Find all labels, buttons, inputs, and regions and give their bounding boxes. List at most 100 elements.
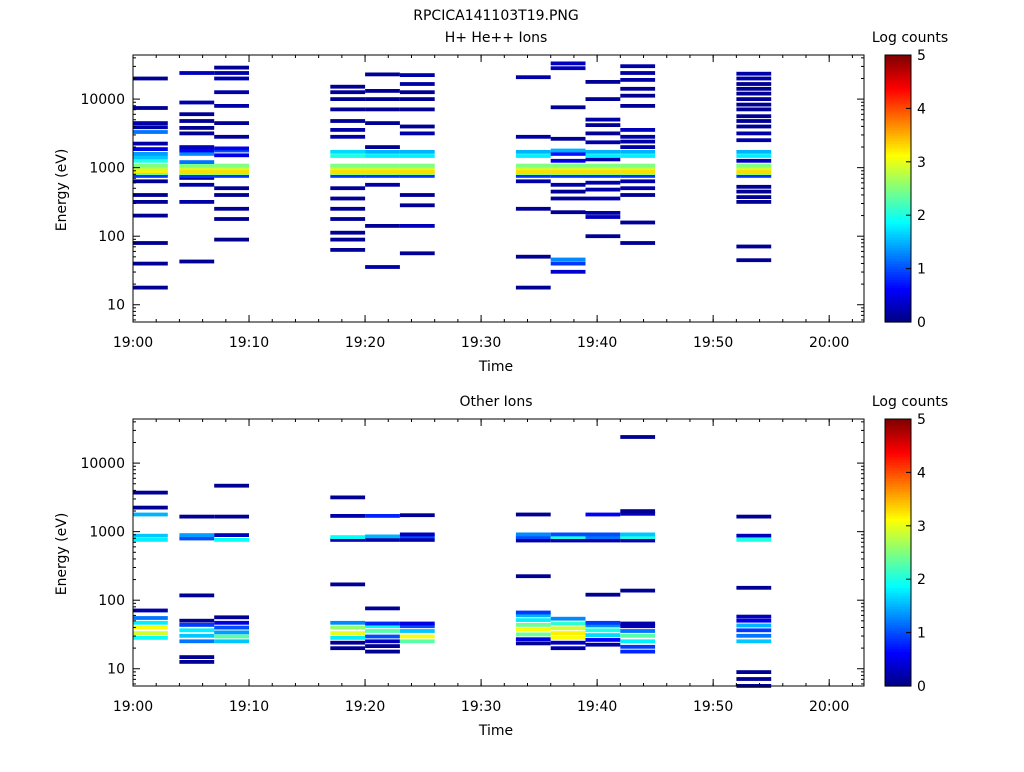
colorbar-segment — [885, 661, 911, 666]
colorbar-segment — [885, 605, 911, 610]
heatmap-cell — [585, 187, 621, 192]
heatmap-cell — [550, 261, 586, 266]
colorbar-segment — [885, 252, 911, 256]
heatmap-cell — [214, 90, 249, 95]
heatmap-cell — [179, 536, 215, 541]
heatmap-cell — [585, 538, 621, 543]
heatmap-cell — [330, 230, 366, 235]
heatmap-cell — [399, 107, 435, 112]
heatmap-cell — [620, 104, 656, 108]
figure-title: RPCICA141103T19.PNG — [413, 8, 578, 24]
heatmap-cell — [550, 163, 586, 168]
colorbar-segment — [885, 453, 911, 457]
colorbar-segment — [885, 89, 911, 93]
heatmap-cell — [399, 251, 435, 256]
heatmap-cell — [179, 593, 215, 598]
colorbar-segment — [885, 81, 911, 85]
heatmap-cell — [585, 180, 621, 185]
colorbar-tick-label: 0 — [917, 679, 926, 695]
colorbar-segment — [885, 257, 911, 262]
heatmap-cell — [330, 535, 366, 539]
heatmap-cell — [133, 147, 168, 151]
heatmap-cell — [330, 174, 366, 178]
heatmap-cell — [214, 163, 249, 168]
heatmap-cell — [179, 259, 215, 264]
heatmap-cell — [399, 639, 435, 644]
colorbar-segment — [885, 177, 911, 182]
colorbar-segment — [885, 560, 911, 564]
heatmap-cell — [330, 171, 366, 175]
heatmap-cell — [179, 171, 215, 175]
heatmap-cell — [133, 505, 168, 510]
colorbar-tick-label: 5 — [917, 48, 926, 64]
heatmap-cell — [620, 128, 656, 132]
heatmap-cell — [620, 649, 656, 654]
heatmap-cell — [133, 200, 168, 204]
heatmap-cell — [179, 618, 215, 623]
heatmap-cell — [330, 84, 366, 89]
colorbar-segment — [885, 84, 911, 88]
heatmap-cell — [179, 71, 215, 75]
colorbar-segment — [885, 204, 911, 208]
heatmap-cell — [585, 171, 621, 175]
heatmap-cell — [330, 169, 366, 173]
x-tick-label: 19:10 — [229, 699, 269, 715]
heatmap-cell — [736, 150, 772, 154]
heatmap-cell — [515, 174, 551, 178]
heatmap-cell — [133, 169, 168, 173]
heatmap-cell — [330, 582, 366, 587]
heatmap-cell — [179, 174, 215, 178]
heatmap-cell — [550, 626, 586, 631]
heatmap-cell — [585, 174, 621, 178]
colorbar-segment — [885, 156, 911, 160]
heatmap-cell — [620, 145, 656, 149]
colorbar-segment — [885, 151, 911, 155]
heatmap-cell — [585, 234, 621, 239]
heatmap-cell — [330, 196, 366, 201]
colorbar-segment — [885, 520, 911, 524]
colorbar-segment — [885, 220, 911, 224]
heatmap-cell — [330, 134, 366, 139]
heatmap-cell — [620, 163, 656, 168]
colorbar-segment — [885, 247, 911, 251]
heatmap-cell — [214, 153, 249, 158]
heatmap-cell — [214, 174, 249, 178]
colorbar-segment — [885, 616, 911, 620]
heatmap-cells — [133, 435, 772, 688]
colorbar: 0 1 2 3 4 5 — [884, 48, 926, 331]
colorbar-segment — [885, 552, 911, 556]
colorbar-segment — [885, 640, 911, 644]
colorbar-segment — [885, 169, 911, 174]
heatmap-cell — [214, 483, 249, 488]
heatmap-cell — [620, 241, 656, 245]
heatmap-cell — [179, 200, 215, 204]
heatmap-cell — [133, 155, 168, 160]
colorbar-segment — [885, 568, 911, 572]
heatmap-cell — [133, 158, 168, 163]
colorbar-segment — [885, 421, 911, 425]
colorbar-tick-label: 1 — [917, 262, 926, 278]
heatmap-cell — [365, 97, 400, 101]
heatmap-cell — [133, 166, 168, 171]
colorbar-segment — [885, 292, 911, 296]
heatmap-cell — [515, 206, 551, 211]
heatmap-cell — [133, 608, 168, 613]
colorbar-segment — [885, 600, 911, 604]
heatmap-cell — [365, 145, 400, 149]
heatmap-cell — [515, 632, 551, 637]
heatmap-cell — [515, 134, 551, 139]
x-tick-label: 19:50 — [693, 335, 733, 351]
heatmap-cell — [330, 631, 366, 635]
heatmap-cell — [736, 76, 772, 81]
x-tick-label: 19:00 — [113, 699, 153, 715]
heatmap-cell — [550, 621, 586, 626]
heatmap-cell — [550, 171, 586, 175]
heatmap-cell — [179, 100, 215, 105]
colorbar-segment — [885, 619, 911, 623]
heatmap-cell — [515, 150, 551, 154]
heatmap-cell — [585, 628, 621, 633]
heatmap-cell — [133, 285, 168, 290]
heatmap-cell — [133, 130, 168, 134]
heatmap-cell — [133, 538, 168, 542]
heatmap-cell — [585, 620, 621, 625]
